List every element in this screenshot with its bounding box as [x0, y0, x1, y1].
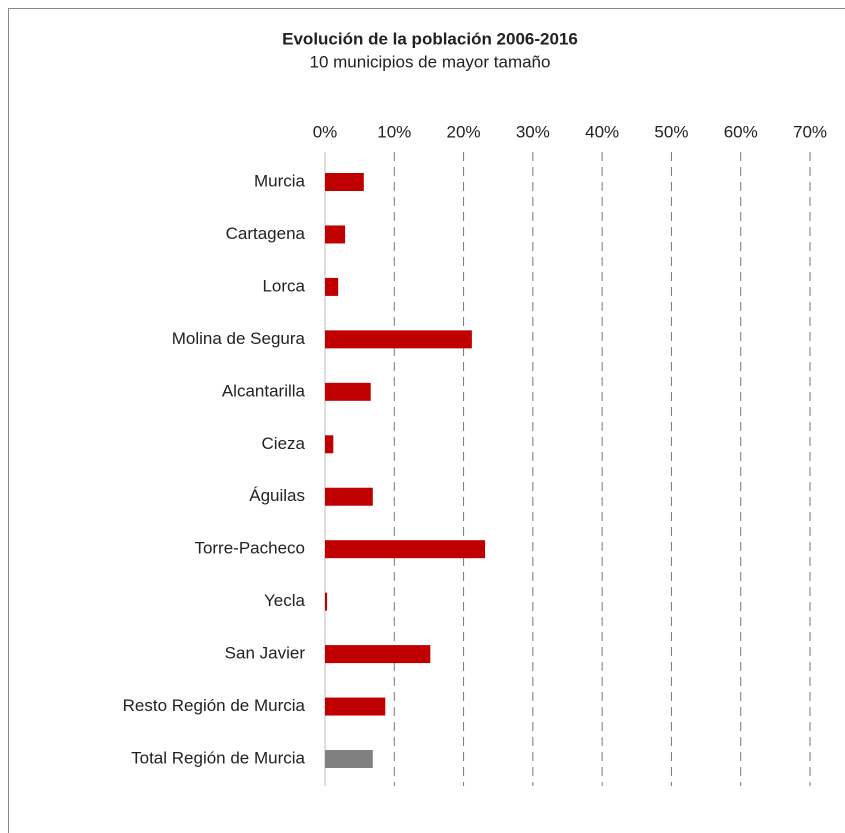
bar: [325, 697, 386, 716]
x-tick-label: 60%: [724, 122, 758, 141]
bar: [325, 277, 339, 296]
y-tick-label: Alcantarilla: [222, 381, 306, 400]
x-tick-label: 0%: [313, 122, 338, 141]
chart-frame: [8, 8, 845, 833]
bar: [325, 435, 334, 454]
y-tick-label: Águilas: [249, 486, 305, 505]
x-tick-label: 70%: [793, 122, 827, 141]
y-tick-label: Cieza: [262, 434, 306, 453]
x-tick-label: 20%: [447, 122, 481, 141]
bar: [325, 750, 373, 768]
y-tick-label: Yecla: [264, 591, 306, 610]
bar: [325, 173, 364, 191]
chart-subtitle: 10 municipios de mayor tamaño: [310, 52, 551, 71]
y-tick-label: Lorca: [262, 276, 305, 295]
bar: [325, 330, 472, 349]
y-tick-label: Cartagena: [226, 224, 306, 243]
chart-title: Evolución de la población 2006-2016: [282, 29, 578, 48]
y-tick-label: Murcia: [254, 171, 306, 190]
y-tick-label: Torre-Pacheco: [194, 539, 305, 558]
bar: [325, 225, 346, 244]
bar: [325, 645, 431, 664]
x-tick-label: 10%: [377, 122, 411, 141]
y-tick-label: Total Región de Murcia: [131, 748, 305, 767]
y-tick-label: San Javier: [225, 644, 306, 663]
x-tick-label: 40%: [585, 122, 619, 141]
bar: [325, 540, 486, 559]
bar: [325, 382, 371, 401]
y-tick-label: Resto Región de Murcia: [123, 696, 306, 715]
x-tick-label: 30%: [516, 122, 550, 141]
bar: [325, 592, 328, 611]
y-tick-label: Molina de Segura: [172, 329, 306, 348]
bar: [325, 487, 373, 506]
x-tick-label: 50%: [654, 122, 688, 141]
